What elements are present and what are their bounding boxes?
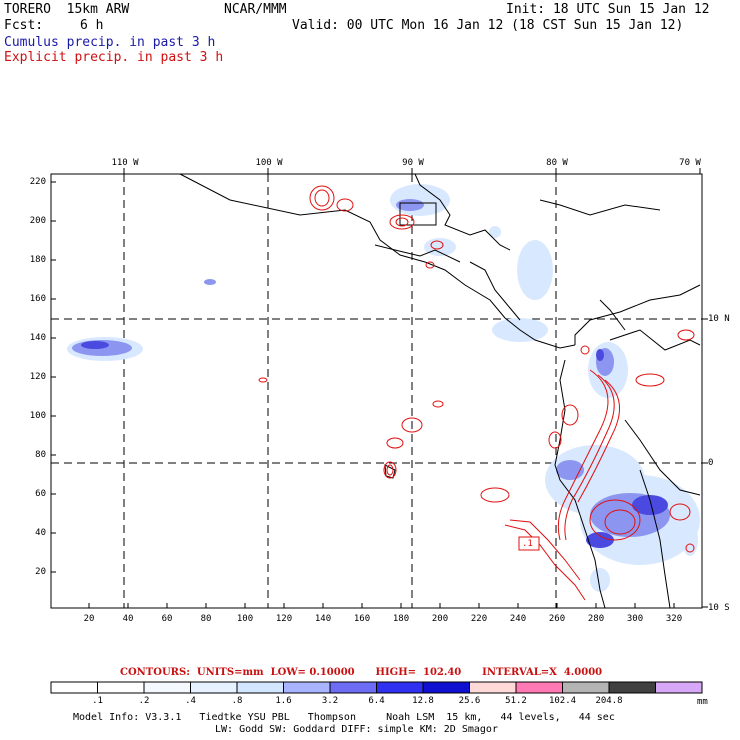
- y-tick: 20: [35, 567, 46, 577]
- x-tick: 20: [83, 614, 95, 624]
- lon-label-110w: 110 W: [111, 158, 139, 168]
- colorbar-swatch: [50, 681, 98, 694]
- y-tick: 80: [35, 450, 46, 460]
- top-tick-marks: [123, 168, 708, 608]
- colorbar-label: 204.8: [595, 696, 623, 706]
- colorbar-label: 51.2: [505, 696, 527, 706]
- colorbar-swatch: [655, 681, 703, 694]
- colorbar-label: .4: [185, 696, 196, 706]
- colorbar-swatch: [469, 681, 517, 694]
- x-tick: 100: [236, 614, 254, 624]
- colorbar-label: .1: [92, 696, 103, 706]
- y-tick: 60: [35, 489, 46, 499]
- colorbar-label: 12.8: [412, 696, 434, 706]
- y-tick: 40: [35, 528, 46, 538]
- colorbar-swatch: [236, 681, 284, 694]
- x-tick: 320: [665, 614, 683, 624]
- colorbar-swatch: [562, 681, 610, 694]
- model-info-line1: Model Info: V3.3.1 Tiedtke YSU PBL Thomp…: [73, 712, 615, 723]
- contour-marker-label: .1: [522, 539, 533, 549]
- y-tick: 100: [29, 411, 46, 421]
- x-tick: 60: [161, 614, 173, 624]
- colorbar-swatch: [97, 681, 145, 694]
- map-frame: [50, 173, 703, 609]
- y-tick: 200: [29, 216, 46, 226]
- model-title: TORERO 15km ARW: [4, 2, 130, 17]
- lat-label-10n: 10 N: [708, 314, 730, 324]
- x-tick: 120: [275, 614, 293, 624]
- x-tick: 80: [200, 614, 212, 624]
- colorbar-swatch: [608, 681, 656, 694]
- x-tick: 280: [587, 614, 605, 624]
- colorbar-swatch: [143, 681, 191, 694]
- colorbar-swatch: [329, 681, 377, 694]
- x-tick: 300: [626, 614, 644, 624]
- forecast-label: Fcst:: [4, 18, 44, 33]
- y-tick: 140: [29, 333, 46, 343]
- colorbar-unit: mm: [697, 697, 708, 707]
- lon-label-70w: 70 W: [679, 158, 701, 168]
- valid-time: Valid: 00 UTC Mon 16 Jan 12 (18 CST Sun …: [292, 18, 684, 33]
- x-tick: 260: [548, 614, 566, 624]
- colorbar-swatch: [190, 681, 238, 694]
- colorbar-label: 1.6: [275, 696, 292, 706]
- x-tick: 240: [509, 614, 527, 624]
- org-label: NCAR/MMM: [224, 2, 287, 17]
- x-tick: 160: [353, 614, 371, 624]
- x-tick: 40: [122, 614, 134, 624]
- y-tick: 220: [29, 177, 46, 187]
- colorbar-label: .2: [138, 696, 150, 706]
- colorbar-swatch: [376, 681, 424, 694]
- x-tick: 140: [314, 614, 332, 624]
- grid-tick-marks: [51, 181, 675, 608]
- contours-legend: CONTOURS: UNITS=mm LOW= 0.10000 HIGH= 10…: [120, 667, 603, 678]
- y-tick: 160: [29, 294, 46, 304]
- colorbar-label: .8: [231, 696, 243, 706]
- x-tick: 180: [392, 614, 410, 624]
- colorbar-label: 6.4: [368, 696, 385, 706]
- cumulus-precip-title: Cumulus precip. in past 3 h: [4, 35, 216, 50]
- y-tick: 120: [29, 372, 46, 382]
- lon-label-100w: 100 W: [255, 158, 283, 168]
- lon-label-80w: 80 W: [546, 158, 568, 168]
- latlon-grid: [51, 174, 702, 608]
- init-time: Init: 18 UTC Sun 15 Jan 12: [506, 2, 710, 17]
- forecast-hour: 6 h: [80, 18, 104, 33]
- x-tick: 200: [431, 614, 449, 624]
- colorbar-label: 3.2: [321, 696, 339, 706]
- colorbar-swatch: [515, 681, 563, 694]
- colorbar: [50, 681, 703, 694]
- colorbar-swatch: [283, 681, 331, 694]
- colorbar-label: 25.6: [458, 696, 481, 706]
- contour-marker-box: [518, 536, 540, 551]
- coastlines: [179, 173, 701, 609]
- lon-label-90w: 90 W: [402, 158, 424, 168]
- explicit-precip-contours: [258, 185, 695, 601]
- lat-label-10s: 10 S: [708, 603, 730, 613]
- model-info-line2: LW: Godd SW: Goddard DIFF: simple KM: 2D…: [215, 724, 498, 735]
- colorbar-label: 102.4: [548, 696, 577, 706]
- colorbar-swatch: [422, 681, 470, 694]
- explicit-precip-title: Explicit precip. in past 3 h: [4, 50, 224, 65]
- y-tick: 180: [29, 255, 46, 265]
- x-tick: 220: [470, 614, 488, 624]
- lat-label-0: 0: [708, 458, 714, 468]
